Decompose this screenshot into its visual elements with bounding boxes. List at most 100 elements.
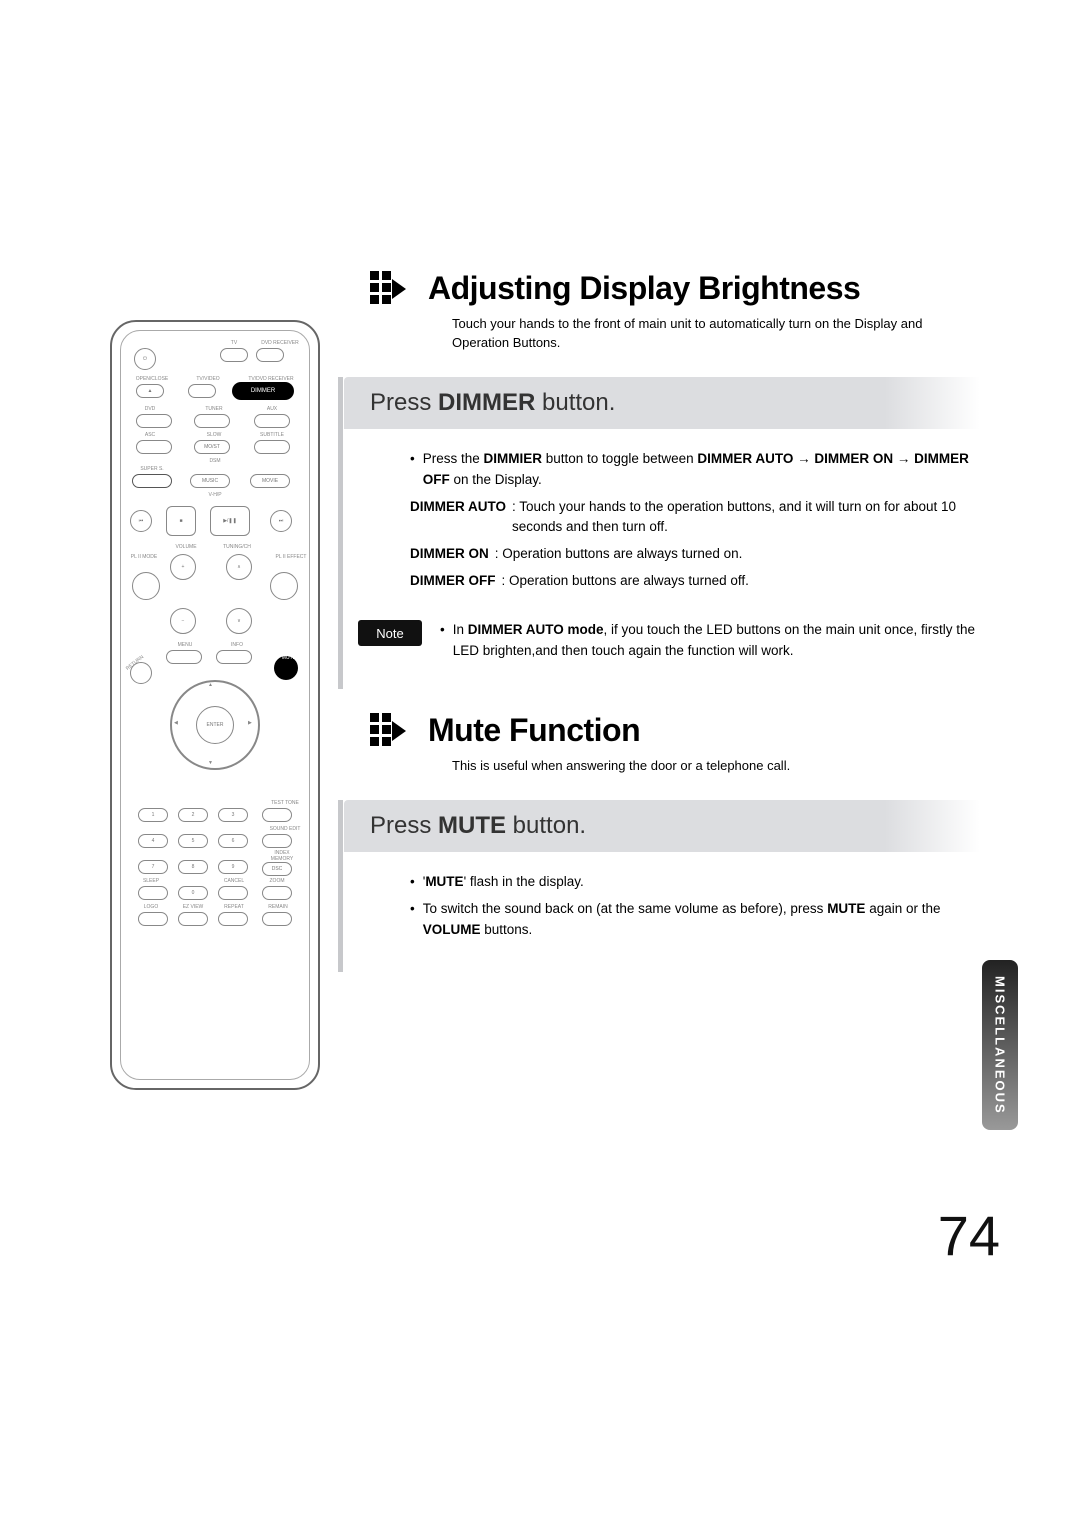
s2-b2b: MUTE xyxy=(827,901,865,916)
title-icon xyxy=(370,713,414,749)
soundedit-label: SOUND EDIT xyxy=(260,826,310,832)
subtitle-label: SUBTITLE xyxy=(252,432,292,438)
tv-btn xyxy=(220,348,248,362)
num0-btn: 0 xyxy=(178,886,208,900)
music-btn: MUSIC xyxy=(190,474,230,488)
bullet-dot: • xyxy=(440,620,445,662)
s1-step-key: DIMMER xyxy=(438,389,535,416)
menu-btn xyxy=(166,650,202,664)
title-icon xyxy=(370,271,414,307)
s1-def2-v: : Operation buttons are always turned on… xyxy=(495,544,743,565)
section1-bullets: • Press the DIMMIER button to toggle bet… xyxy=(410,449,980,491)
supers-label: SUPER S. xyxy=(132,466,172,472)
num6-btn: 6 xyxy=(218,834,248,848)
tuner-label: TUNER xyxy=(194,406,234,412)
s2-bullet1: • 'MUTE' flash in the display. xyxy=(410,872,980,893)
testtone-label: TEST TONE xyxy=(260,800,310,806)
openclose-label: OPEN/CLOSE xyxy=(130,376,174,382)
num1-btn: 1 xyxy=(138,808,168,822)
stop-btn: ■ xyxy=(166,506,196,536)
s2-b1b: MUTE xyxy=(425,874,463,889)
s1-def2-k: DIMMER ON xyxy=(410,544,489,565)
side-tab: MISCELLANEOUS xyxy=(982,960,1018,1130)
note-badge: Note xyxy=(358,620,422,646)
section1-definitions: DIMMER AUTO : Touch your hands to the op… xyxy=(410,497,980,593)
tuning-label: TUNING/CH xyxy=(212,544,262,550)
movie-btn: MOVIE xyxy=(250,474,290,488)
testtone-btn xyxy=(262,808,292,822)
dsc-btn: DSC xyxy=(262,862,292,876)
tune-down-btn: ∨ xyxy=(226,608,252,634)
logo-label: LOGO xyxy=(136,904,166,910)
asc-btn xyxy=(136,440,172,454)
mute-label: MUTE xyxy=(282,655,296,661)
aux-label: AUX xyxy=(258,406,286,412)
slow-label: SLOW xyxy=(194,432,234,438)
num2-btn: 2 xyxy=(178,808,208,822)
bullet-dot: • xyxy=(410,872,415,893)
section2-title-row: Mute Function xyxy=(370,712,980,749)
ezview-label: EZ VIEW xyxy=(174,904,212,910)
section2-step-header: Press MUTE button. xyxy=(344,800,980,852)
section2-intro: This is useful when answering the door o… xyxy=(452,757,980,776)
bullet-dot: • xyxy=(410,449,415,491)
pleff-label: PL II EFFECT xyxy=(270,554,312,560)
note-text: • In DIMMER AUTO mode, if you touch the … xyxy=(440,620,980,662)
openclose-btn: ▲ xyxy=(136,384,164,398)
s1-def3-v: : Operation buttons are always turned of… xyxy=(502,571,749,592)
s1-step-prefix: Press xyxy=(370,389,438,416)
logo-btn xyxy=(138,912,168,926)
next-btn: ⏭ xyxy=(270,510,292,532)
s1-b1b: DIMMIER xyxy=(484,451,543,466)
ezview-btn xyxy=(178,912,208,926)
page-number: 74 xyxy=(938,1203,1000,1268)
section2-bullets: • 'MUTE' flash in the display. • To swit… xyxy=(410,872,980,941)
section2-title: Mute Function xyxy=(428,712,640,749)
info-btn xyxy=(216,650,252,664)
section1-title: Adjusting Display Brightness xyxy=(428,270,860,307)
tune-up-btn: ∧ xyxy=(226,554,252,580)
section1-title-row: Adjusting Display Brightness xyxy=(370,270,980,307)
s1-def3: DIMMER OFF : Operation buttons are alway… xyxy=(410,571,980,592)
down-icon: ▼ xyxy=(208,760,213,766)
content-column: Adjusting Display Brightness Touch your … xyxy=(370,270,980,947)
s2-b2a: To switch the sound back on (at the same… xyxy=(423,901,827,916)
sleep-btn xyxy=(138,886,168,900)
s2-bullet2: • To switch the sound back on (at the sa… xyxy=(410,899,980,941)
remote-illustration: ⏻ TV DVD RECEIVER OPEN/CLOSE TV/VIDEO TV… xyxy=(110,320,320,1090)
s1-b1a: Press the xyxy=(423,451,484,466)
power-button-icon: ⏻ xyxy=(134,348,156,370)
plmode-btn xyxy=(132,572,160,600)
section1-intro: Touch your hands to the front of main un… xyxy=(452,315,980,353)
cancel-label: CANCEL xyxy=(216,878,252,884)
s2-b2-text: To switch the sound back on (at the same… xyxy=(423,899,980,941)
num9-btn: 9 xyxy=(218,860,248,874)
enter-btn: ENTER xyxy=(196,706,234,744)
section1-note: Note • In DIMMER AUTO mode, if you touch… xyxy=(358,620,980,662)
tv-label: TV xyxy=(222,340,246,346)
soundedit-btn xyxy=(262,834,292,848)
num4-btn: 4 xyxy=(138,834,168,848)
dvd-receiver-label: DVD RECEIVER xyxy=(250,340,310,346)
num7-btn: 7 xyxy=(138,860,168,874)
tvvideo-btn xyxy=(188,384,216,398)
right-icon: ▶ xyxy=(248,720,252,726)
supers-btn xyxy=(132,474,172,488)
vhp-label: V-H/P xyxy=(200,492,230,498)
s1-def3-k: DIMMER OFF xyxy=(410,571,496,592)
remain-label: REMAIN xyxy=(260,904,296,910)
prev-btn: ⏮ xyxy=(130,510,152,532)
s2-step-suffix: button. xyxy=(506,812,586,839)
num5-btn: 5 xyxy=(178,834,208,848)
aux-btn xyxy=(254,414,290,428)
volume-label: VOLUME xyxy=(166,544,206,550)
asc-label: ASC xyxy=(136,432,164,438)
subtitle-btn xyxy=(254,440,290,454)
repeat-label: REPEAT xyxy=(216,904,252,910)
s1-b1-text: Press the DIMMIER button to toggle betwe… xyxy=(423,449,980,491)
plmode-label: PL II MODE xyxy=(126,554,162,560)
s2-b2c: again or the xyxy=(865,901,940,916)
up-icon: ▲ xyxy=(208,682,213,688)
side-tab-label: MISCELLANEOUS xyxy=(993,976,1008,1115)
s2-b2e: buttons. xyxy=(481,922,533,937)
